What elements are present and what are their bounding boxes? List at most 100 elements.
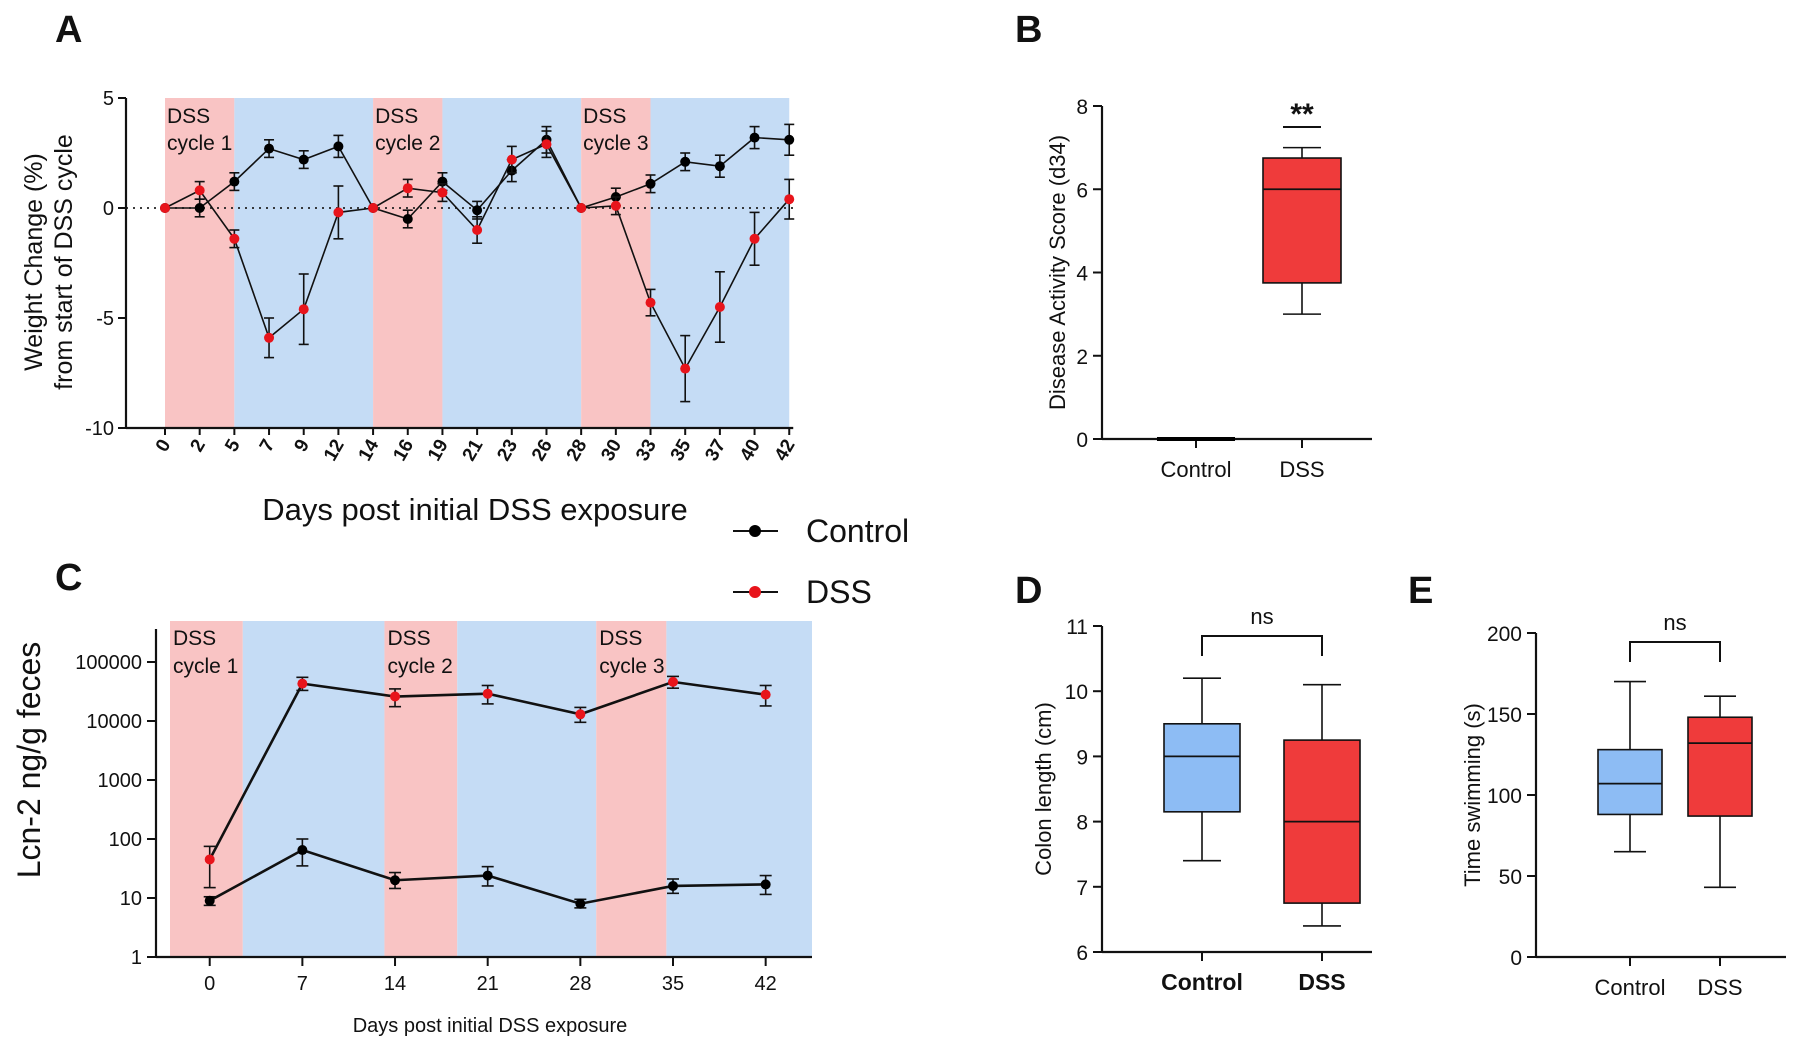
y-tick-label: 1	[131, 947, 142, 969]
y-axis-title-line1: Weight Change (%)	[20, 153, 48, 371]
x-category-label-dss: DSS	[1279, 457, 1324, 482]
dss-data-point	[194, 185, 205, 196]
y-axis-title-line2: from start of DSS cycle	[50, 134, 78, 390]
significance-bracket	[1629, 641, 1721, 662]
control-data-point	[575, 898, 586, 909]
control-data-point	[204, 895, 215, 906]
panel-letter-d: D	[1015, 570, 1042, 612]
control-data-point	[333, 141, 344, 152]
control-data-point	[714, 161, 725, 172]
recovery-shade-3	[650, 98, 790, 428]
x-tick-label: 42	[755, 973, 777, 995]
dss-cycle-label-1: DSS	[167, 105, 210, 128]
significance-bracket	[1201, 635, 1323, 656]
dss-cycle-sublabel-3: cycle 3	[599, 655, 664, 678]
dss-data-point	[333, 207, 344, 218]
legend-marker-control	[749, 525, 761, 537]
dss-data-point	[368, 203, 379, 213]
y-axis-title: Lcn-2 ng/g feces	[11, 642, 47, 879]
x-tick-label: 7	[256, 436, 279, 456]
y-tick-label: 0	[1076, 429, 1088, 452]
x-tick-label: 33	[632, 436, 661, 465]
x-tick-label: 28	[569, 973, 591, 995]
recovery-shade-1	[242, 621, 385, 957]
y-tick-label: 9	[1076, 746, 1088, 769]
y-tick-label: 50	[1499, 866, 1522, 889]
box-control	[1163, 722, 1241, 813]
legend-marker-dss	[749, 586, 761, 598]
y-tick-label: 6	[1076, 179, 1088, 202]
x-tick-label: 35	[662, 973, 684, 995]
dss-cycle-label-2: DSS	[375, 105, 418, 128]
legend: Control DSS	[733, 513, 909, 610]
x-tick-label: 23	[493, 436, 522, 465]
legend-label-control: Control	[806, 513, 909, 549]
dss-cycle-sublabel-2: cycle 2	[387, 655, 452, 678]
dss-cycle-shade-2	[373, 98, 443, 428]
x-tick-label: 40	[736, 436, 765, 465]
panel-b-disease-activity-chart: 0 2 4 6 8 Disease Activity Score (d34) Control…	[1045, 96, 1372, 482]
x-tick-label: 26	[528, 436, 557, 465]
y-tick-label: 200	[1487, 623, 1522, 646]
y-tick-label: 100	[1487, 785, 1522, 808]
significance-label: ns	[1250, 604, 1273, 629]
x-tick-label: 0	[204, 973, 215, 995]
x-tick-label: 42	[771, 436, 800, 465]
dss-cycle-sublabel-1: cycle 1	[173, 655, 238, 678]
dss-cycle-sublabel-2: cycle 2	[375, 132, 440, 155]
dss-cycle-sublabel-3: cycle 3	[583, 132, 648, 155]
x-tick-label: 21	[459, 436, 488, 465]
panel-c-lcn2-chart: DSS cycle 1 DSS cycle 2 DSS cycle 3 1 10 100 1000…	[11, 621, 812, 1037]
dss-data-point	[576, 203, 587, 213]
dss-data-point	[437, 187, 448, 198]
y-tick-label: 6	[1076, 942, 1088, 965]
y-tick-label: 0	[103, 198, 114, 220]
dss-cycle-shade-3	[581, 98, 651, 428]
x-category-label-control: Control	[1161, 969, 1243, 995]
x-tick-label: 28	[563, 436, 592, 465]
y-tick-label: -10	[85, 418, 114, 440]
y-tick-label: 150	[1487, 704, 1522, 727]
dss-cycle-shade-1	[165, 98, 235, 428]
control-data-point	[784, 134, 795, 145]
y-tick-label: 100	[109, 829, 142, 851]
dss-cycle-label-3: DSS	[599, 627, 642, 650]
y-axis-title: Disease Activity Score (d34)	[1045, 135, 1070, 410]
x-tick-label: 21	[477, 973, 499, 995]
x-tick-label: 0	[152, 436, 175, 456]
x-category-label-dss: DSS	[1298, 969, 1345, 995]
dss-data-point	[390, 691, 401, 702]
control-data-point	[645, 178, 656, 189]
control-data-point	[229, 176, 240, 187]
dss-data-point	[506, 154, 517, 165]
y-axis-title: Colon length (cm)	[1031, 702, 1056, 876]
x-tick-label: 2	[187, 436, 210, 456]
dss-cycle-shade-3	[596, 621, 667, 957]
y-tick-label: 10	[1065, 681, 1088, 704]
x-tick-label: 30	[597, 436, 626, 465]
dss-data-point	[264, 332, 275, 343]
significance-label: ns	[1663, 610, 1686, 635]
dss-data-point	[680, 363, 691, 374]
x-category-label-control: Control	[1161, 457, 1232, 482]
dss-cycle-sublabel-1: cycle 1	[167, 132, 232, 155]
box-control	[1597, 748, 1663, 816]
control-data-point	[297, 845, 308, 856]
dss-cycle-shade-2	[384, 621, 458, 957]
dss-cycle-label-3: DSS	[583, 105, 626, 128]
dss-data-point	[749, 233, 760, 244]
dss-data-point	[784, 194, 795, 205]
control-data-point	[194, 203, 205, 213]
panel-letter-a: A	[55, 9, 82, 51]
control-data-point	[264, 143, 275, 154]
x-category-label-dss: DSS	[1697, 975, 1742, 1000]
x-tick-label: 16	[389, 436, 418, 465]
y-tick-label: 10	[120, 888, 142, 910]
control-data-point	[668, 880, 679, 891]
dss-data-point	[575, 709, 586, 720]
y-tick-label: 100000	[75, 652, 142, 674]
recovery-shade-1	[234, 98, 374, 428]
y-tick-label: 8	[1076, 812, 1088, 835]
